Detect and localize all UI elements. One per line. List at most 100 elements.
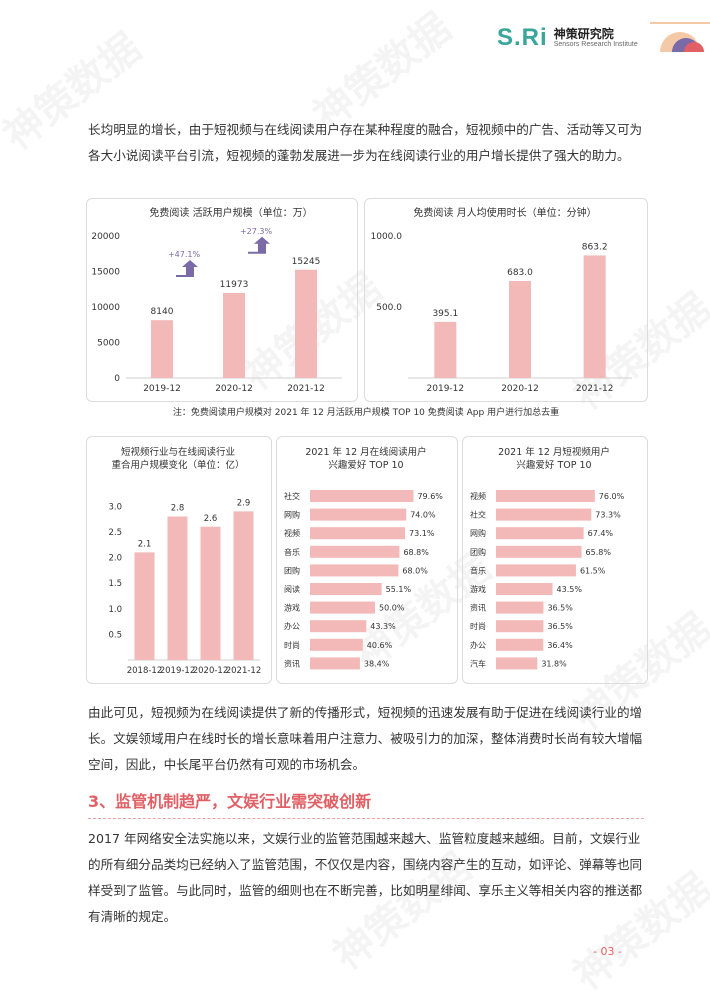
chart-panel-overlap: [86, 436, 272, 684]
data-label: 2.8: [171, 504, 185, 514]
bar: [233, 511, 254, 660]
bar: [434, 321, 457, 378]
data-label: 11973: [220, 280, 249, 290]
category-label: 团购: [284, 565, 300, 575]
x-tick-label: 2019-12: [160, 666, 196, 676]
y-tick-label: 0.5: [108, 630, 122, 640]
chart-title: 免费阅读 月人均使用时长（单位：分钟）: [413, 206, 596, 219]
bar: [509, 281, 531, 378]
category-label: 办公: [284, 621, 300, 631]
bar: [134, 552, 155, 660]
data-label: 76.0%: [599, 492, 625, 501]
growth-arrow-icon: [248, 236, 270, 254]
growth-label: +47.1%: [168, 250, 201, 259]
category-label: 办公: [470, 640, 486, 650]
category-label: 资讯: [284, 658, 300, 668]
chart-title-line2: 重合用户规模变化（单位：亿）: [111, 459, 244, 471]
y-tick-label: 10000: [91, 303, 120, 313]
chart-title-line1: 2021 年 12 月短视频用户: [498, 446, 610, 458]
data-label: 36.5%: [547, 604, 573, 613]
chart-panel-active-users: [86, 198, 358, 402]
data-label: 74.0%: [410, 511, 436, 520]
paragraph-intro: 长均明显的增长，由于短视频与在线阅读用户存在某种程度的融合，短视频中的广告、活动…: [88, 122, 643, 163]
x-tick-label: 2018-12: [127, 666, 163, 676]
category-label: 网购: [284, 510, 300, 520]
category-label: 社交: [284, 491, 300, 501]
category-label: 音乐: [284, 547, 300, 557]
bar: [496, 527, 584, 540]
data-label: 2.1: [138, 539, 152, 549]
x-tick-label: 2020-12: [193, 666, 229, 676]
bar: [496, 638, 544, 651]
bar: [223, 292, 245, 378]
data-label: 36.4%: [547, 641, 573, 650]
chart-panel-reading-interest: [276, 436, 458, 684]
y-tick-label: 2.0: [108, 554, 122, 564]
bar: [310, 638, 363, 651]
growth-arrow-icon: [176, 259, 198, 277]
data-label: 8140: [151, 307, 174, 317]
bar: [310, 545, 400, 558]
category-label: 时尚: [284, 640, 300, 650]
y-tick-label: 20000: [91, 232, 120, 242]
data-label: 68.8%: [403, 548, 429, 557]
corner-decoration: [650, 22, 710, 52]
x-tick-label: 2021-12: [226, 666, 262, 676]
chart-title-line1: 2021 年 12 月在线阅读用户: [305, 446, 426, 458]
category-label: 团购: [470, 547, 486, 557]
bar: [295, 269, 317, 378]
x-tick-label: 2019-12: [427, 384, 465, 394]
chart-title: 免费阅读 活跃用户规模（单位：万）: [149, 206, 312, 219]
category-label: 资讯: [470, 603, 486, 613]
category-label: 视频: [470, 491, 486, 501]
category-label: 游戏: [470, 584, 486, 594]
x-tick-label: 2021-12: [576, 384, 614, 394]
category-label: 音乐: [470, 565, 486, 575]
data-label: 65.8%: [586, 548, 612, 557]
bar: [310, 620, 367, 633]
chart-title-line1: 短视频行业与在线阅读行业: [121, 446, 235, 458]
data-label: 40.6%: [367, 641, 393, 650]
y-tick-label: 500.0: [376, 303, 402, 313]
bar: [200, 526, 221, 660]
y-tick-label: 5000: [97, 339, 120, 349]
data-label: 55.1%: [386, 585, 412, 594]
growth-label: +27.3%: [240, 227, 273, 236]
bar: [310, 508, 407, 521]
bar: [583, 255, 606, 378]
section-divider: [88, 818, 644, 819]
bar: [151, 320, 173, 378]
data-label: 68.0%: [402, 566, 428, 575]
bar: [496, 564, 576, 577]
bar: [310, 527, 406, 540]
data-label: 15245: [292, 257, 321, 267]
x-tick-label: 2021-12: [287, 384, 325, 394]
logo-name-cn: 神策研究院: [553, 27, 614, 42]
category-label: 汽车: [470, 658, 486, 668]
data-label: 43.3%: [370, 622, 396, 631]
chart-title-line2: 兴趣爱好 TOP 10: [516, 459, 591, 471]
data-label: 38.4%: [364, 659, 390, 668]
data-label: 61.5%: [580, 566, 606, 575]
logo-mark: S.Ri: [497, 24, 548, 51]
data-label: 2.9: [237, 498, 251, 508]
chart-active-users: 免费阅读 活跃用户规模（单位：万） 0 5000 10000 15000 20000 81…: [91, 206, 342, 394]
page-number: - 03 -: [593, 945, 622, 958]
bar: [496, 601, 544, 614]
chart-panel-video-interest: [462, 436, 648, 684]
bar: [310, 601, 375, 614]
section-title: 3、监管机制趋严，文娱行业需突破创新: [88, 792, 372, 811]
data-label: 79.6%: [417, 492, 443, 501]
bar: [167, 516, 188, 660]
x-tick-label: 2020-12: [215, 384, 253, 394]
bar: [310, 490, 414, 502]
bar: [310, 564, 399, 577]
header-logo: S.Ri 神策研究院 Sensors Research Institute: [497, 24, 638, 52]
bar: [496, 583, 553, 595]
paragraph-regulation: 2017 年网络安全法实施以来，文娱行业的监管范围越来越大、监管粒度越来越细。目…: [88, 831, 643, 924]
data-label: 683.0: [507, 268, 533, 278]
bar: [496, 620, 544, 633]
bar: [496, 545, 582, 558]
data-label: 36.5%: [547, 622, 573, 631]
data-label: 863.2: [582, 242, 608, 252]
